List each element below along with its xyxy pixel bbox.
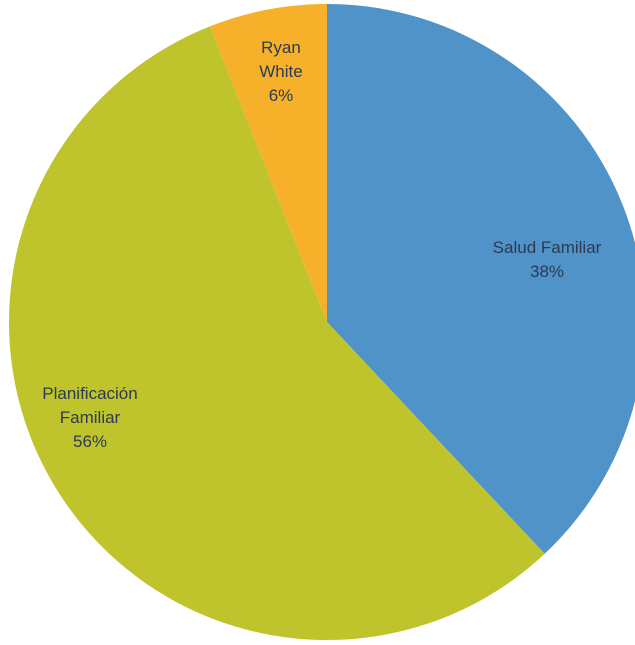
value-label: 56% xyxy=(72,432,108,451)
category-label: Planificación Familiar xyxy=(42,384,138,427)
pie-slice xyxy=(8,26,545,641)
pie-slice xyxy=(209,4,327,322)
value-label: 38% xyxy=(529,262,565,281)
slice-label: Salud Familiar 38% xyxy=(467,236,627,284)
slice-label: Ryan White 6% xyxy=(246,36,316,108)
category-label: Ryan White xyxy=(259,38,303,81)
value-label: 6% xyxy=(268,86,294,105)
category-label: Salud Familiar xyxy=(492,238,602,257)
pie-slice xyxy=(327,4,635,554)
slice-label: Planificación Familiar 56% xyxy=(30,382,150,454)
